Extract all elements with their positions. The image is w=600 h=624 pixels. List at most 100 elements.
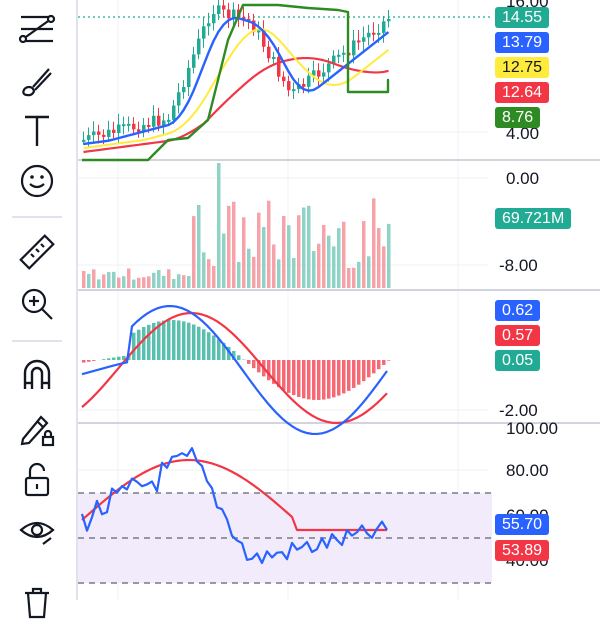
volume-bar [287,225,291,288]
macd-histogram-bar [212,335,216,360]
volume-bar [92,269,96,288]
macd-histogram-bar [367,360,371,377]
macd-histogram-bar [307,360,311,399]
volume-bar [272,245,276,288]
zoom-in-tool-icon[interactable] [14,281,60,327]
macd-histogram-bar [197,327,201,360]
macd-histogram-bar [362,360,366,381]
volume-bar [97,279,101,288]
volume-bar [327,236,331,288]
brush-tool-icon[interactable] [14,58,60,104]
macd-histogram-bar [132,333,136,360]
macd-histogram-bar [247,360,251,364]
sma-fast-badge: 13.79 [495,32,549,53]
candle-body [277,57,281,77]
chart-area[interactable]: 16.00 4.00 0.00 -8.00 -2.00 100.00 80.00… [78,0,600,600]
candle-body [372,33,376,35]
volume-bar [282,216,286,288]
candle-body [342,53,346,55]
emoji-tool-icon[interactable] [14,158,60,204]
rsi-badge: 55.70 [495,514,549,535]
macd-histogram-bar [112,357,116,360]
volume-bar [197,205,201,288]
macd-histogram-bar [217,339,221,360]
lock-drawings-icon[interactable] [14,406,60,452]
volume-bar [302,208,306,288]
volume-bar [352,268,356,288]
candle-body [107,130,111,137]
volume-axis-label: -8.00 [499,256,538,276]
volume-bar [172,279,176,288]
volume-bar [367,256,371,288]
macd-histogram-bar [187,323,191,360]
volume-bar [387,224,391,288]
candle-body [132,124,136,129]
macd-signal-badge: 0.57 [495,325,540,346]
volume-bar [142,277,146,288]
volume-bar [307,206,311,288]
macd-histogram-bar [82,360,86,363]
candle-body [87,135,91,140]
volume-bar [332,246,336,288]
candle-body [97,131,101,134]
volume-bar [277,259,281,288]
volume-bar [187,276,191,288]
macd-histogram-bar [167,320,171,360]
macd-histogram-bar [252,360,256,368]
macd-histogram-bar [237,355,241,360]
macd-histogram-bar [302,360,306,398]
candle-body [327,63,331,72]
macd-histogram-bar [297,360,301,397]
candle-body [377,33,381,35]
rsi-band [78,493,492,583]
macd-histogram-bar [317,360,321,400]
ruler-tool-icon[interactable] [14,229,60,275]
text-tool-icon[interactable] [14,108,60,154]
macd-histogram-bar [107,358,111,360]
unlock-icon[interactable] [14,457,60,503]
candle-body [337,55,341,57]
rsi-ma-badge: 53.89 [495,540,549,561]
candle-body [192,54,196,67]
volume-bar [102,274,106,288]
macd-histogram-bar [292,360,296,395]
macd-histogram-bar [117,357,121,360]
sma-mid-line [84,29,389,148]
trash-icon[interactable] [14,578,60,624]
candle-body [357,40,361,42]
macd-histogram-bar [147,325,151,360]
volume-bar [232,202,236,288]
macd-histogram-bar [142,327,146,360]
trend-line-tool-icon[interactable] [14,6,60,52]
candle-body [367,33,371,38]
volume-bar [217,163,221,288]
volume-bar [237,262,241,288]
volume-bar [372,198,376,288]
candle-body [157,116,161,126]
macd-histogram-bar [202,329,206,360]
sma-slow-line [84,58,389,152]
volume-bar [262,227,266,288]
volume-bar [377,228,381,288]
macd-histogram-bar [172,320,176,360]
macd-histogram-bar [327,360,331,399]
volume-bar [357,262,361,288]
volume-bar [322,225,326,288]
macd-histogram-bar [207,332,211,360]
volume-bar [227,206,231,288]
volume-bar [212,266,216,288]
macd-histogram-bar [177,320,181,360]
candle-body [167,120,171,122]
candle-body [212,14,216,23]
volume-bar [382,246,386,288]
candle-body [272,57,276,59]
macd-histogram-bar [287,360,291,393]
macd-histogram-bar [267,360,271,380]
volume-bar [292,258,296,288]
toolbar-divider [12,216,62,218]
candle-body [387,19,391,21]
volume-bar [162,276,166,288]
eye-visibility-icon[interactable] [14,507,60,553]
macd-histogram-bar [192,324,196,360]
magnet-tool-icon[interactable] [14,352,60,398]
